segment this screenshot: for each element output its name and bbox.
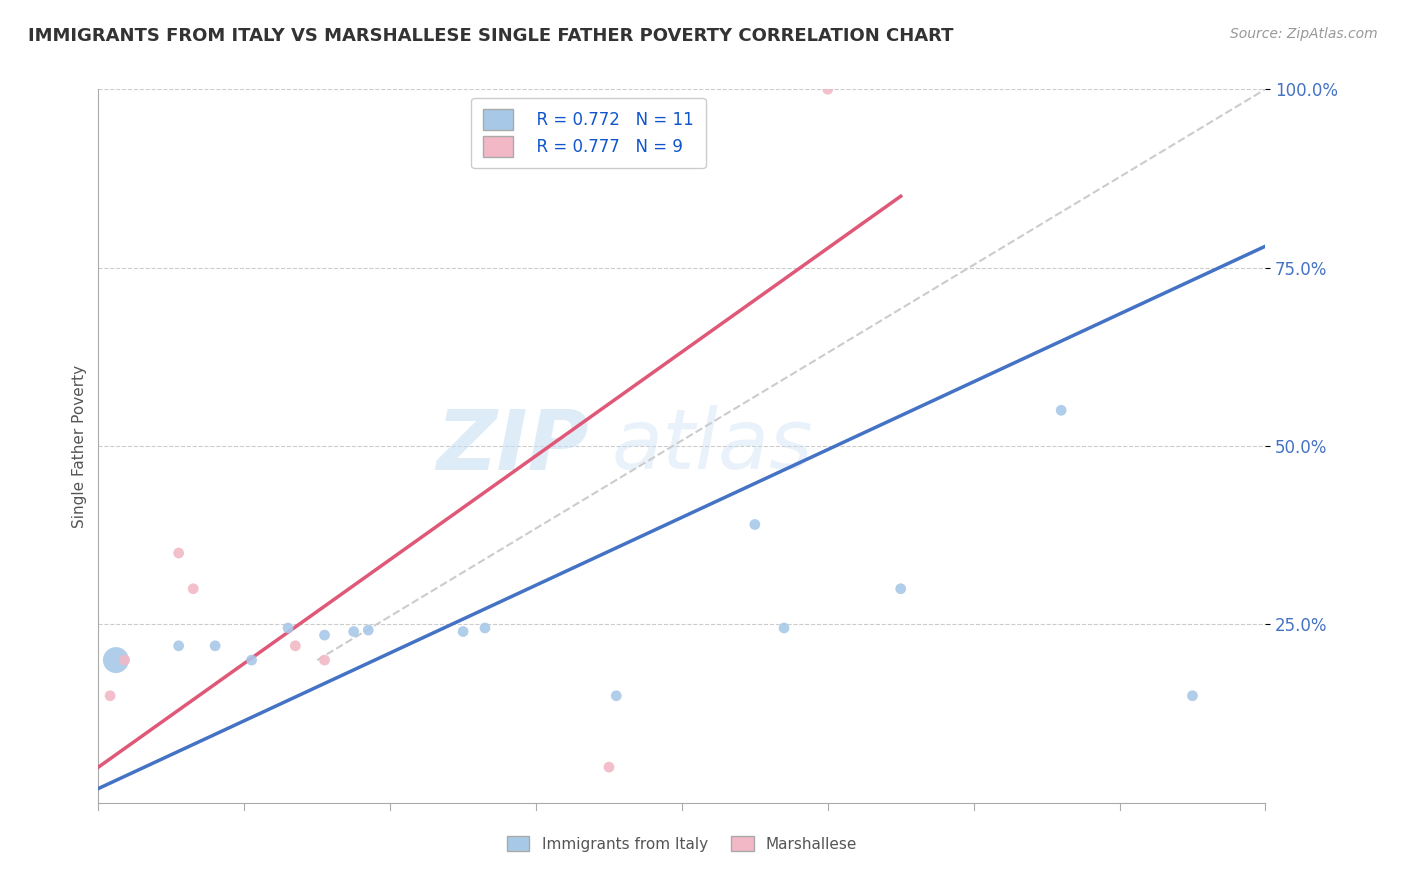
- Point: [890, 582, 912, 596]
- Text: atlas: atlas: [612, 406, 814, 486]
- Point: [1050, 403, 1073, 417]
- Point: [181, 582, 204, 596]
- Point: [817, 82, 839, 96]
- Point: [167, 639, 190, 653]
- Point: [314, 653, 336, 667]
- Point: [343, 624, 366, 639]
- Point: [277, 621, 299, 635]
- Point: [314, 628, 336, 642]
- Point: [98, 689, 121, 703]
- Y-axis label: Single Father Poverty: Single Father Poverty: [72, 365, 87, 527]
- Point: [204, 639, 226, 653]
- Point: [1181, 689, 1204, 703]
- Point: [357, 623, 380, 637]
- Point: [598, 760, 620, 774]
- Point: [474, 621, 496, 635]
- Point: [773, 621, 796, 635]
- Text: ZIP: ZIP: [436, 406, 589, 486]
- Point: [744, 517, 766, 532]
- Text: IMMIGRANTS FROM ITALY VS MARSHALLESE SINGLE FATHER POVERTY CORRELATION CHART: IMMIGRANTS FROM ITALY VS MARSHALLESE SIN…: [28, 27, 953, 45]
- Point: [114, 653, 136, 667]
- Text: Source: ZipAtlas.com: Source: ZipAtlas.com: [1230, 27, 1378, 41]
- Legend: Immigrants from Italy, Marshallese: Immigrants from Italy, Marshallese: [499, 828, 865, 859]
- Point: [167, 546, 190, 560]
- Point: [104, 653, 127, 667]
- Point: [240, 653, 263, 667]
- Point: [451, 624, 474, 639]
- Point: [284, 639, 307, 653]
- Point: [605, 689, 627, 703]
